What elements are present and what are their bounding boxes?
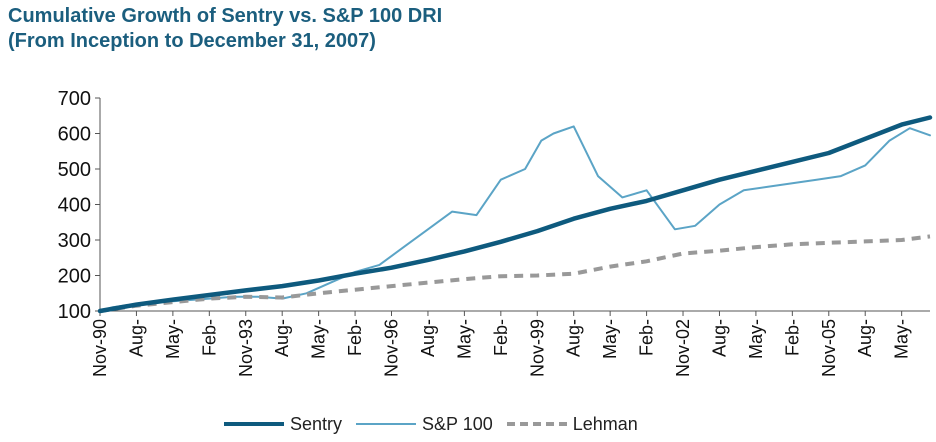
x-tick-label: May- <box>600 319 620 359</box>
x-tick-label: Nov-02 <box>673 319 693 377</box>
chart-series <box>97 115 933 314</box>
x-tick-label: May- <box>309 319 329 359</box>
x-tick-label: Aug- <box>126 319 146 357</box>
chart-title-block: Cumulative Growth of Sentry vs. S&P 100 … <box>8 4 442 54</box>
chart-subtitle: (From Inception to December 31, 2007) <box>8 30 376 52</box>
x-tick-label: Aug- <box>709 319 729 357</box>
x-tick-label: Nov-93 <box>236 319 256 377</box>
series-line-s-p-100 <box>99 125 931 312</box>
x-tick-label: May- <box>892 319 912 359</box>
chart-axes: 100 200 300 400 500 600 700 Nov-90 Aug- May- Feb- N… <box>58 88 930 377</box>
x-tick-label: Nov-90 <box>90 319 110 377</box>
legend-swatch-sp100 <box>356 423 417 425</box>
legend-swatch-lehman <box>506 422 567 426</box>
x-tick-label: Aug- <box>418 319 438 357</box>
series-line-sentry <box>97 115 933 314</box>
x-tick-label: Feb- <box>782 319 802 356</box>
y-tick-label: 300 <box>58 230 91 252</box>
x-tick-label: Feb- <box>491 319 511 356</box>
chart-title: Cumulative Growth of Sentry vs. S&P 100 … <box>8 5 443 27</box>
x-tick-label: Feb- <box>345 319 365 356</box>
y-tick-label: 100 <box>58 301 91 323</box>
series-line-lehman <box>99 234 931 313</box>
chart-legend: Sentry S&P 100 Lehman <box>224 412 652 436</box>
y-tick-label: 600 <box>58 124 91 146</box>
legend-swatch-sentry <box>224 422 284 426</box>
legend-item-sp100: S&P 100 <box>356 414 493 435</box>
legend-label-sentry: Sentry <box>290 413 343 434</box>
x-tick-label: Nov-96 <box>382 319 402 377</box>
x-tick-label: Feb- <box>199 319 219 356</box>
x-tick-label: Feb- <box>637 319 657 356</box>
legend-item-sentry: Sentry <box>224 414 342 435</box>
x-tick-label: Nov-05 <box>819 319 839 377</box>
x-tick-label: Aug- <box>272 319 292 357</box>
y-tick-label: 700 <box>58 88 91 110</box>
legend-label-sp100: S&P 100 <box>422 413 493 434</box>
x-tick-label: May- <box>163 319 183 359</box>
line-chart: 100 200 300 400 500 600 700 Nov-90 Aug- May- Feb- N… <box>58 88 933 377</box>
x-tick-label: Nov-99 <box>527 319 547 377</box>
legend-label-lehman: Lehman <box>572 413 638 434</box>
y-tick-label: 500 <box>58 159 91 181</box>
x-tick-label: May- <box>746 319 766 359</box>
y-tick-label: 200 <box>58 266 91 288</box>
legend-item-lehman: Lehman <box>506 413 638 435</box>
x-tick-label: Aug- <box>564 319 584 357</box>
y-tick-label: 400 <box>58 195 91 217</box>
x-tick-label: Aug- <box>855 319 875 357</box>
x-tick-label: May- <box>454 319 474 359</box>
